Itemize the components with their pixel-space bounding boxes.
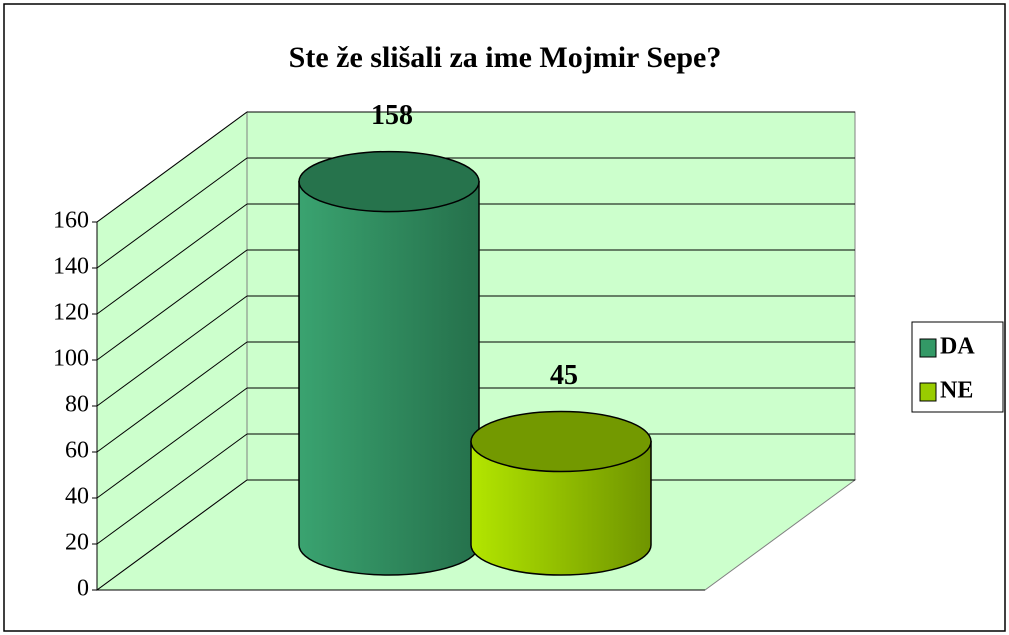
grid-line — [96, 479, 248, 591]
y-tick-label: 40 — [65, 484, 89, 510]
bar — [470, 440, 652, 576]
y-tick-label: 120 — [53, 300, 89, 326]
bar — [298, 180, 480, 576]
grid-line — [96, 295, 248, 407]
grid-line — [96, 341, 248, 453]
bar-top — [470, 410, 652, 473]
y-tick-label: 140 — [53, 254, 89, 280]
bar-top — [298, 150, 480, 213]
grid-line — [96, 433, 248, 545]
data-label: 158 — [371, 100, 413, 131]
y-tick-label: 0 — [77, 576, 89, 602]
y-tick-label: 100 — [53, 346, 89, 372]
legend-label: NE — [940, 378, 973, 404]
y-tick-label: 60 — [65, 438, 89, 464]
y-tick-label: 80 — [65, 392, 89, 418]
legend-swatch — [919, 338, 937, 358]
y-tick-label: 160 — [53, 208, 89, 234]
grid-line — [96, 387, 248, 499]
grid-line — [96, 203, 248, 315]
grid-line — [96, 111, 248, 223]
plot-area: 0 20 40 60 80 100 120 140 160 158 45 — [53, 100, 857, 602]
grid-line — [96, 157, 248, 269]
data-label: 45 — [550, 360, 578, 391]
legend-swatch — [919, 382, 937, 402]
legend-label: DA — [940, 334, 975, 360]
y-tick-label: 20 — [65, 530, 89, 556]
chart-title: Ste že slišali za ime Mojmir Sepe? — [289, 41, 722, 74]
grid-line — [96, 249, 248, 361]
